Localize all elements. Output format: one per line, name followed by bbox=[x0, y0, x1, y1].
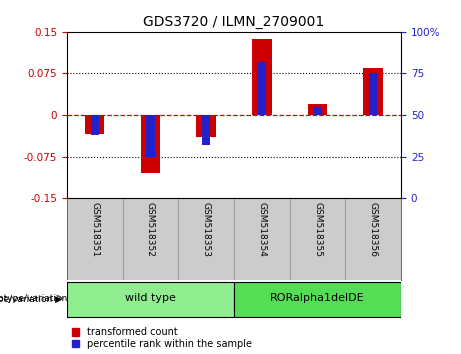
Text: GSM518355: GSM518355 bbox=[313, 202, 322, 257]
Text: GSM518353: GSM518353 bbox=[201, 202, 211, 257]
Bar bbox=[363, 68, 383, 115]
Text: genotype/variation: genotype/variation bbox=[0, 294, 68, 303]
Bar bbox=[85, 115, 105, 135]
Bar bbox=[90, 115, 99, 135]
Bar bbox=[252, 39, 272, 115]
Text: wild type: wild type bbox=[125, 293, 176, 303]
Text: RORalpha1delDE: RORalpha1delDE bbox=[270, 293, 365, 303]
Bar bbox=[67, 282, 234, 316]
Legend: transformed count, percentile rank within the sample: transformed count, percentile rank withi… bbox=[72, 327, 252, 349]
Bar bbox=[141, 115, 160, 173]
Bar bbox=[234, 282, 401, 316]
Bar bbox=[202, 115, 210, 145]
Bar bbox=[196, 115, 216, 137]
Text: GSM518352: GSM518352 bbox=[146, 202, 155, 257]
Bar bbox=[146, 115, 154, 156]
Bar bbox=[369, 74, 378, 115]
Bar bbox=[258, 62, 266, 115]
Text: GSM518354: GSM518354 bbox=[257, 202, 266, 257]
Text: GSM518351: GSM518351 bbox=[90, 202, 99, 257]
Text: genotype/variation ▶: genotype/variation ▶ bbox=[0, 295, 62, 304]
Bar bbox=[308, 104, 327, 115]
Bar bbox=[313, 107, 322, 115]
Text: GSM518356: GSM518356 bbox=[369, 202, 378, 257]
Title: GDS3720 / ILMN_2709001: GDS3720 / ILMN_2709001 bbox=[143, 16, 325, 29]
